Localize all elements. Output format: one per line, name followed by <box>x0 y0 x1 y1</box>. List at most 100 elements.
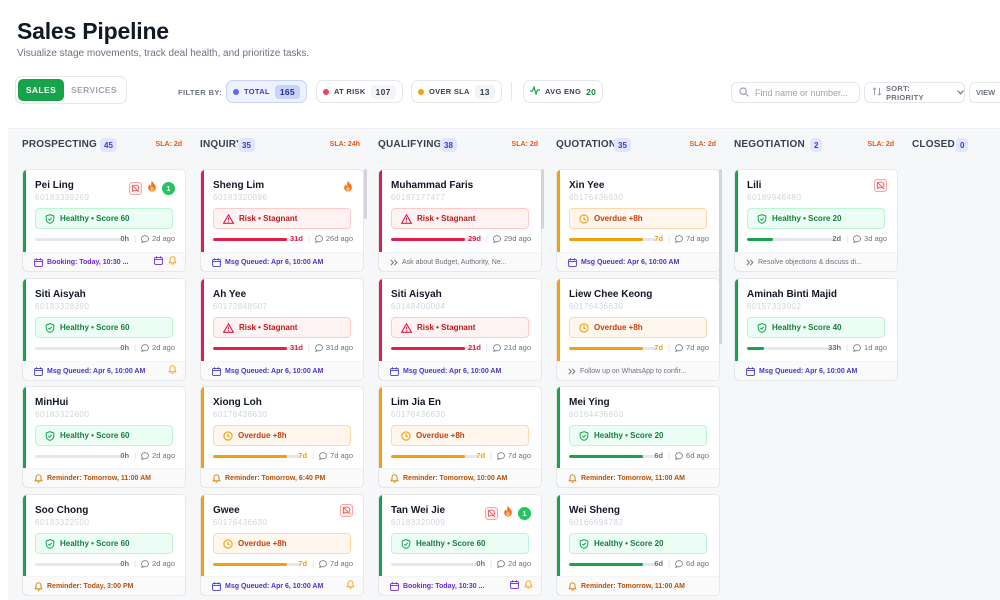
card-meta: 7d | 7d ago <box>298 451 353 460</box>
next-action-text: Booking: Today, 10:30 ... <box>47 258 129 266</box>
chat-icon <box>319 451 327 460</box>
time-in-stage: 31d <box>289 234 303 243</box>
card-next-action: Reminder: Tomorrow, 6:40 PM <box>201 468 363 487</box>
last-contact: 7d ago <box>330 559 353 568</box>
sort-button[interactable]: SORT: PRIORITY <box>864 82 965 103</box>
calendar-check-icon[interactable] <box>154 256 163 267</box>
last-contact: 3d ago <box>864 234 887 243</box>
time-in-stage: 7d <box>654 234 664 243</box>
sort-icon <box>872 87 882 98</box>
meta-divider: | <box>134 234 137 243</box>
card-indicators <box>874 179 887 192</box>
page-subtitle: Visualize stage movements, track deal he… <box>17 48 310 59</box>
contact-phone: 60148400004 <box>391 302 446 311</box>
deal-card[interactable]: Lim Jia En 60176436630 Overdue +8h 7d | 7d ag… <box>378 386 542 488</box>
card-meta: 21d | 21d ago <box>468 343 531 352</box>
deal-card[interactable]: Xin Yee 60176436630 Overdue +8h 7d | 7d ago Ms… <box>556 169 720 272</box>
footer-actions <box>168 365 177 376</box>
progress-fill <box>213 238 287 241</box>
card-meta: 7d | 7d ago <box>654 234 709 243</box>
column-scrollbar[interactable] <box>364 169 367 219</box>
contact-phone: 60183320009 <box>391 518 446 527</box>
last-contact: 6d ago <box>686 451 709 460</box>
bell-icon[interactable] <box>346 580 355 591</box>
deal-card[interactable]: MinHui 60183322600 Healthy • Score 60 0h | 2d… <box>22 386 186 488</box>
card-status-stripe <box>735 170 738 271</box>
deal-card[interactable]: Mei Ying 60164436600 Healthy • Score 20 6d |… <box>556 386 720 488</box>
deal-card[interactable]: Soo Chong 60183322500 Healthy • Score 60 0h… <box>22 494 186 596</box>
contact-name: Ah Yee <box>213 289 247 300</box>
card-meta: 7d | 7d ago <box>298 559 353 568</box>
tab-services[interactable]: SERVICES <box>70 85 118 95</box>
clock-icon <box>223 430 233 441</box>
column-scrollbar[interactable] <box>541 169 544 229</box>
health-status-pill: Risk • Stagnant <box>213 208 351 229</box>
tab-sales[interactable]: SALES <box>18 79 64 101</box>
warning-icon <box>401 213 412 224</box>
search-input[interactable] <box>755 87 851 98</box>
pipeline-column: QUOTATION 35 SLA: 2d Xin Yee 60176436630 Over… <box>550 129 720 600</box>
progress-fill <box>569 563 643 566</box>
last-contact: 1d ago <box>864 343 887 352</box>
deal-card[interactable]: Ah Yee 60172848507 Risk • Stagnant 31d | 31d … <box>200 278 364 381</box>
health-status-label: Healthy • Score 60 <box>60 431 130 440</box>
deal-card[interactable]: Gwee 60176436630 Overdue +8h 7d | 7d ago Msg Q… <box>200 494 364 596</box>
deal-card[interactable]: Pei Ling 60183339269 1 Healthy • Score 60 0h… <box>22 169 186 272</box>
health-status-pill: Healthy • Score 60 <box>35 208 173 229</box>
filter-avg-eng-chip[interactable]: AVG ENG 20 <box>523 80 604 103</box>
deal-card[interactable]: Sheng Lim 60183320896 Risk • Stagnant 31d | 2… <box>200 169 364 272</box>
view-button[interactable]: VIEW <box>969 82 1000 103</box>
deal-card[interactable]: Siti Aisyah 60183328390 Healthy • Score 60… <box>22 278 186 381</box>
contact-phone: 60176436630 <box>569 193 624 202</box>
deal-card[interactable]: Lili 60189946480 Healthy • Score 20 2d | 3d a… <box>734 169 898 272</box>
bell-icon[interactable] <box>168 256 177 267</box>
filter-over-sla-count: 13 <box>474 84 495 99</box>
column-scrollbar[interactable] <box>719 169 722 344</box>
card-status-stripe <box>23 279 26 380</box>
over-sla-dot-icon <box>418 88 424 95</box>
filter-total-chip[interactable]: TOTAL 165 <box>226 80 307 103</box>
card-next-action: Follow up on WhatsApp to confir... <box>557 361 719 380</box>
next-action-text: Booking: Today, 10:30 ... <box>403 582 485 590</box>
deal-card[interactable]: Muhammad Faris 60187177477 Risk • Stagnant… <box>378 169 542 272</box>
card-status-stripe <box>23 387 26 487</box>
chevron-down-icon <box>957 88 964 97</box>
stage-age-progress <box>391 455 478 458</box>
deal-card[interactable]: Siti Aisyah 60148400004 Risk • Stagnant 21d… <box>378 278 542 381</box>
card-meta: 29d | 29d ago <box>468 234 531 243</box>
deal-card[interactable]: Xiong Loh 60176436630 Overdue +8h 7d | 7d ago… <box>200 386 364 488</box>
calendar-check-icon[interactable] <box>510 580 519 591</box>
deal-card[interactable]: Wei Sheng 60166694782 Healthy • Score 20 6d… <box>556 494 720 596</box>
card-next-action: Resolve objections & discuss di... <box>735 252 897 271</box>
card-status-stripe <box>379 495 382 595</box>
card-next-action: Msg Queued: Apr 6, 10:00 AM <box>557 252 719 271</box>
footer-actions <box>346 580 355 591</box>
contact-name: Aminah Binti Majid <box>747 289 837 300</box>
calendar-icon <box>390 366 399 376</box>
filter-at-risk-chip[interactable]: AT RISK 107 <box>316 80 403 103</box>
meta-divider: | <box>668 559 671 568</box>
meta-divider: | <box>668 343 671 352</box>
stage-age-progress <box>747 238 834 241</box>
progress-fill <box>747 238 774 241</box>
filter-over-sla-label: OVER SLA <box>429 87 470 96</box>
deal-card[interactable]: Aminah Binti Majid 60157333002 Healthy • S… <box>734 278 898 381</box>
deal-card[interactable]: Tan Wei Jie 60183320009 1 Healthy • Score 6… <box>378 494 542 596</box>
bell-icon[interactable] <box>168 365 177 376</box>
card-next-action: Reminder: Tomorrow, 10:00 AM <box>379 468 541 487</box>
card-meta: 31d | 26d ago <box>290 234 353 243</box>
card-next-action: Msg Queued: Apr 6, 10:00 AM <box>23 361 185 380</box>
page-title: Sales Pipeline <box>17 18 169 44</box>
stage-age-progress <box>391 347 478 350</box>
contact-name: Xin Yee <box>569 180 605 191</box>
calendar-icon <box>746 366 755 376</box>
chat-icon <box>675 451 683 460</box>
shield-check-icon <box>579 538 589 549</box>
unread-count-badge: 1 <box>162 181 175 195</box>
deal-card[interactable]: Liew Chee Keong 60176436630 Overdue +8h 7d |… <box>556 278 720 381</box>
card-next-action: Reminder: Tomorrow, 11:00 AM <box>23 468 185 487</box>
filter-over-sla-chip[interactable]: OVER SLA 13 <box>411 80 502 103</box>
next-action-text: Reminder: Tomorrow, 11:00 AM <box>47 474 151 482</box>
bell-icon[interactable] <box>524 580 533 591</box>
chat-icon <box>497 559 505 568</box>
